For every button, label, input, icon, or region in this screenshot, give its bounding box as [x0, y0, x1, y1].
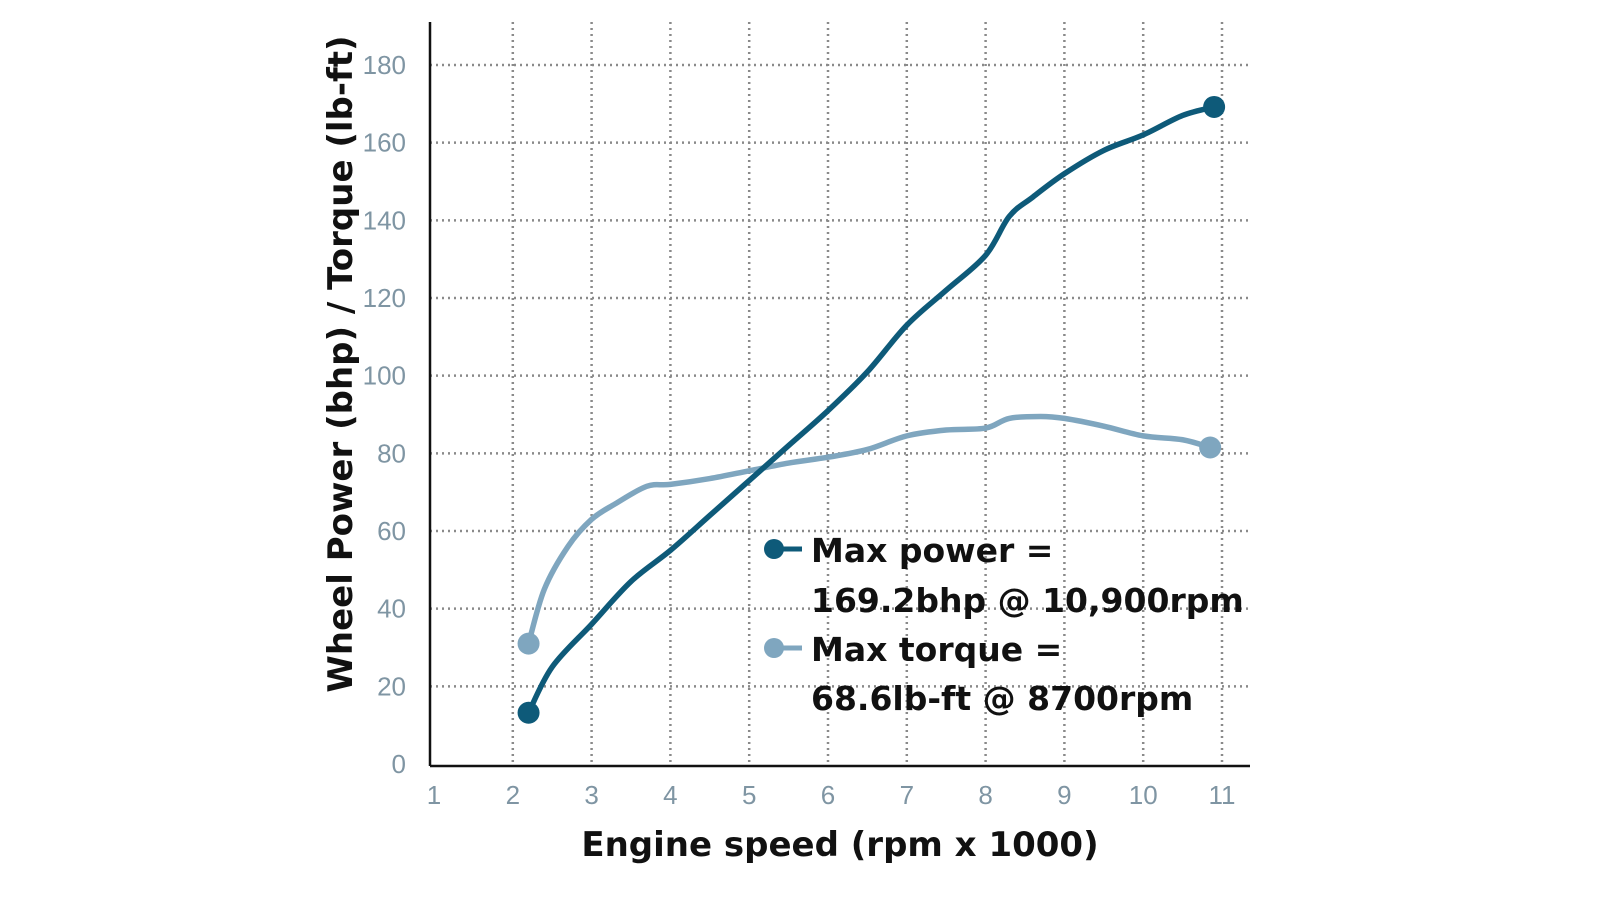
y-tick-label: 160 — [363, 128, 406, 158]
y-tick-label: 20 — [377, 671, 406, 701]
y-axis-title: Wheel Power (bhp) / Torque (lb-ft) — [321, 35, 361, 692]
x-tick-label: 5 — [742, 780, 756, 810]
legend-item-torque: Max torque = 68.6lb-ft @ 8700rpm — [764, 630, 1193, 718]
legend-power-swatch-dot — [764, 539, 784, 559]
legend-power-line1: Max power = — [811, 531, 1053, 570]
legend-torque-line2: 68.6lb-ft @ 8700rpm — [811, 679, 1193, 718]
legend-power-line2: 169.2bhp @ 10,900rpm — [811, 581, 1244, 620]
y-tick-label: 140 — [363, 205, 406, 235]
grid — [430, 22, 1250, 766]
x-tick-label: 3 — [584, 780, 598, 810]
y-tick-label: 180 — [363, 50, 406, 80]
y-tick-label: 60 — [377, 516, 406, 546]
legend-item-power: Max power = 169.2bhp @ 10,900rpm — [764, 531, 1244, 620]
axes — [428, 22, 1250, 768]
x-tick-label: 4 — [663, 780, 677, 810]
x-tick-label: 7 — [900, 780, 914, 810]
x-tick-label: 10 — [1129, 780, 1158, 810]
x-tick-label: 6 — [821, 780, 835, 810]
y-tick-label: 120 — [363, 283, 406, 313]
max-torque-series-line — [525, 413, 1213, 647]
series — [517, 95, 1226, 724]
x-tick-label: 2 — [506, 780, 520, 810]
x-tick-label: 9 — [1057, 780, 1071, 810]
y-tick-label: 100 — [363, 361, 406, 391]
x-axis-title: Engine speed (rpm x 1000) — [581, 825, 1098, 865]
y-tick-label: 0 — [392, 749, 406, 779]
y-tick-label: 40 — [377, 594, 406, 624]
max-power-start-point — [517, 701, 540, 724]
x-tick-label: 1 — [427, 780, 441, 810]
max-torque-end-point — [1199, 436, 1222, 459]
max-torque-start-point — [517, 632, 540, 655]
max-power-series-line — [525, 104, 1217, 716]
x-tick-label: 8 — [978, 780, 992, 810]
legend: Max power = 169.2bhp @ 10,900rpm Max tor… — [764, 531, 1244, 718]
x-tick-label: 11 — [1209, 780, 1236, 810]
max-power-end-point — [1203, 95, 1226, 118]
legend-torque-swatch-dot — [764, 638, 784, 658]
tick-labels: 1 2 3 4 5 6 7 8 9 10 11 0 20 40 60 80 100 120 140 160 180 — [363, 50, 1236, 810]
y-tick-label: 80 — [377, 438, 406, 468]
legend-torque-line1: Max torque = — [811, 630, 1062, 669]
